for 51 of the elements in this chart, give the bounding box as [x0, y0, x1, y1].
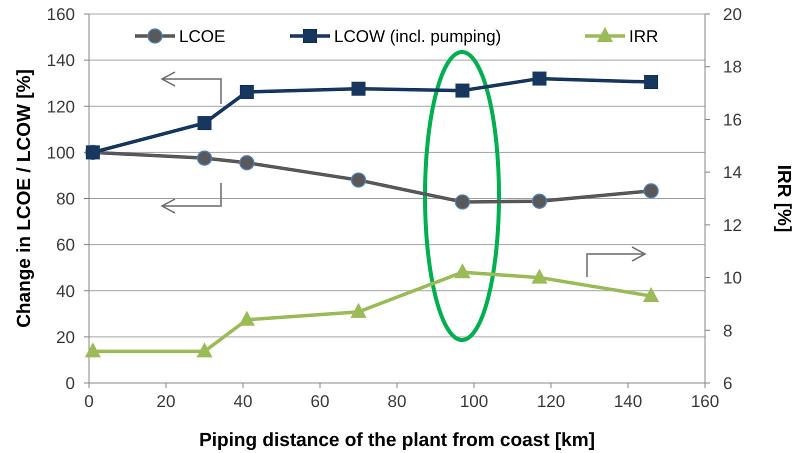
y-tick-label: 120 [46, 97, 75, 116]
x-tick-label: 40 [234, 392, 252, 411]
point [531, 268, 548, 284]
x-axis-title: Piping distance of the plant from coast [km] [199, 430, 595, 451]
x-tick-label: 160 [690, 392, 720, 411]
legend-label: LCOW (incl. pumping) [334, 27, 502, 46]
y-tick-label: 40 [56, 282, 75, 301]
x-tick-label: 0 [84, 392, 94, 411]
y2-tick-label: 10 [723, 268, 742, 288]
point [350, 302, 366, 318]
point [532, 194, 548, 209]
point [84, 342, 101, 358]
y2-tick-label: 8 [723, 321, 732, 340]
y-tick-label: 160 [46, 5, 75, 24]
point [240, 84, 254, 99]
point [454, 263, 470, 278]
y2-tick-label: 6 [723, 374, 732, 393]
point [198, 116, 212, 130]
point [196, 150, 212, 166]
y-tick-label: 60 [56, 236, 75, 255]
point [350, 172, 366, 188]
point [643, 287, 660, 302]
x-tick-label: 60 [310, 392, 330, 411]
y2-tick-label: 20 [723, 5, 742, 24]
point [454, 194, 470, 210]
point [644, 183, 659, 198]
point [644, 75, 658, 90]
x-tick-label: 120 [536, 392, 566, 411]
point [196, 342, 212, 358]
legend-label: LCOE [179, 27, 226, 46]
y2-axis-title: IRR [%] [773, 164, 794, 232]
x-tick-label: 140 [614, 392, 642, 411]
y-tick-label: 80 [56, 190, 75, 208]
x-tick-label: 100 [460, 392, 488, 411]
point [455, 84, 470, 98]
y-tick-label: 0 [66, 374, 75, 393]
point [532, 72, 546, 86]
y2-tick-label: 16 [723, 110, 742, 130]
y2-tick-label: 18 [723, 58, 742, 77]
y-tick-label: 100 [46, 143, 75, 162]
y-tick-label: 20 [56, 328, 75, 347]
point [352, 82, 366, 96]
y-axis-title: Change in LCOE / LCOW [%] [14, 69, 35, 328]
y-tick-label: 140 [46, 51, 75, 70]
x-tick-label: 80 [388, 392, 406, 411]
x-tick-label: 20 [156, 392, 176, 411]
y2-tick-label: 14 [723, 163, 742, 182]
legend-label: IRR [629, 27, 658, 46]
point [239, 155, 254, 170]
point [238, 310, 255, 326]
y2-tick-label: 12 [723, 216, 742, 235]
